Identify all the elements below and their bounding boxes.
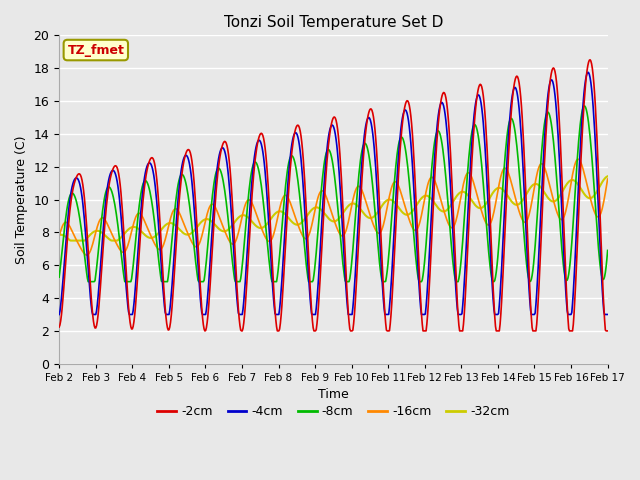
-32cm	[401, 211, 408, 217]
-8cm	[178, 171, 186, 177]
-16cm	[574, 156, 582, 162]
-2cm	[177, 177, 185, 182]
-16cm	[83, 252, 90, 258]
-16cm	[55, 233, 63, 239]
-2cm	[604, 328, 611, 334]
-4cm	[177, 168, 185, 173]
-4cm	[65, 204, 73, 210]
-16cm	[417, 216, 424, 221]
-16cm	[178, 216, 186, 222]
-4cm	[604, 312, 611, 317]
-4cm	[400, 109, 408, 115]
-32cm	[417, 196, 424, 202]
-2cm	[55, 324, 63, 330]
-4cm	[122, 276, 129, 281]
-8cm	[207, 207, 215, 213]
-2cm	[201, 328, 209, 334]
-4cm	[416, 297, 424, 302]
-32cm	[55, 232, 63, 238]
-16cm	[122, 246, 130, 252]
-4cm	[584, 70, 591, 75]
Line: -2cm: -2cm	[59, 60, 607, 331]
-2cm	[65, 216, 73, 221]
-16cm	[604, 176, 611, 182]
-8cm	[55, 274, 63, 280]
Legend: -2cm, -4cm, -8cm, -16cm, -32cm: -2cm, -4cm, -8cm, -16cm, -32cm	[152, 400, 515, 423]
-32cm	[122, 228, 130, 234]
Text: TZ_fmet: TZ_fmet	[67, 44, 124, 57]
Line: -8cm: -8cm	[59, 106, 607, 282]
-8cm	[401, 143, 408, 148]
X-axis label: Time: Time	[318, 388, 349, 401]
-4cm	[55, 312, 63, 317]
Line: -32cm: -32cm	[59, 176, 607, 240]
-16cm	[65, 222, 73, 228]
-8cm	[122, 279, 130, 285]
-16cm	[401, 203, 408, 208]
-32cm	[604, 173, 611, 179]
-32cm	[207, 218, 215, 224]
Line: -16cm: -16cm	[59, 159, 607, 255]
-8cm	[65, 195, 73, 201]
-2cm	[122, 258, 129, 264]
Y-axis label: Soil Temperature (C): Soil Temperature (C)	[15, 135, 28, 264]
-2cm	[417, 300, 424, 305]
-2cm	[401, 104, 408, 110]
-8cm	[417, 279, 424, 285]
-8cm	[84, 279, 92, 285]
-32cm	[65, 237, 73, 242]
-32cm	[67, 238, 74, 243]
Title: Tonzi Soil Temperature Set D: Tonzi Soil Temperature Set D	[224, 15, 443, 30]
-4cm	[206, 258, 214, 264]
-2cm	[207, 269, 215, 275]
-8cm	[581, 103, 589, 109]
-32cm	[178, 229, 186, 235]
-8cm	[604, 248, 611, 253]
-16cm	[207, 202, 215, 208]
-2cm	[586, 57, 594, 63]
Line: -4cm: -4cm	[59, 72, 607, 314]
